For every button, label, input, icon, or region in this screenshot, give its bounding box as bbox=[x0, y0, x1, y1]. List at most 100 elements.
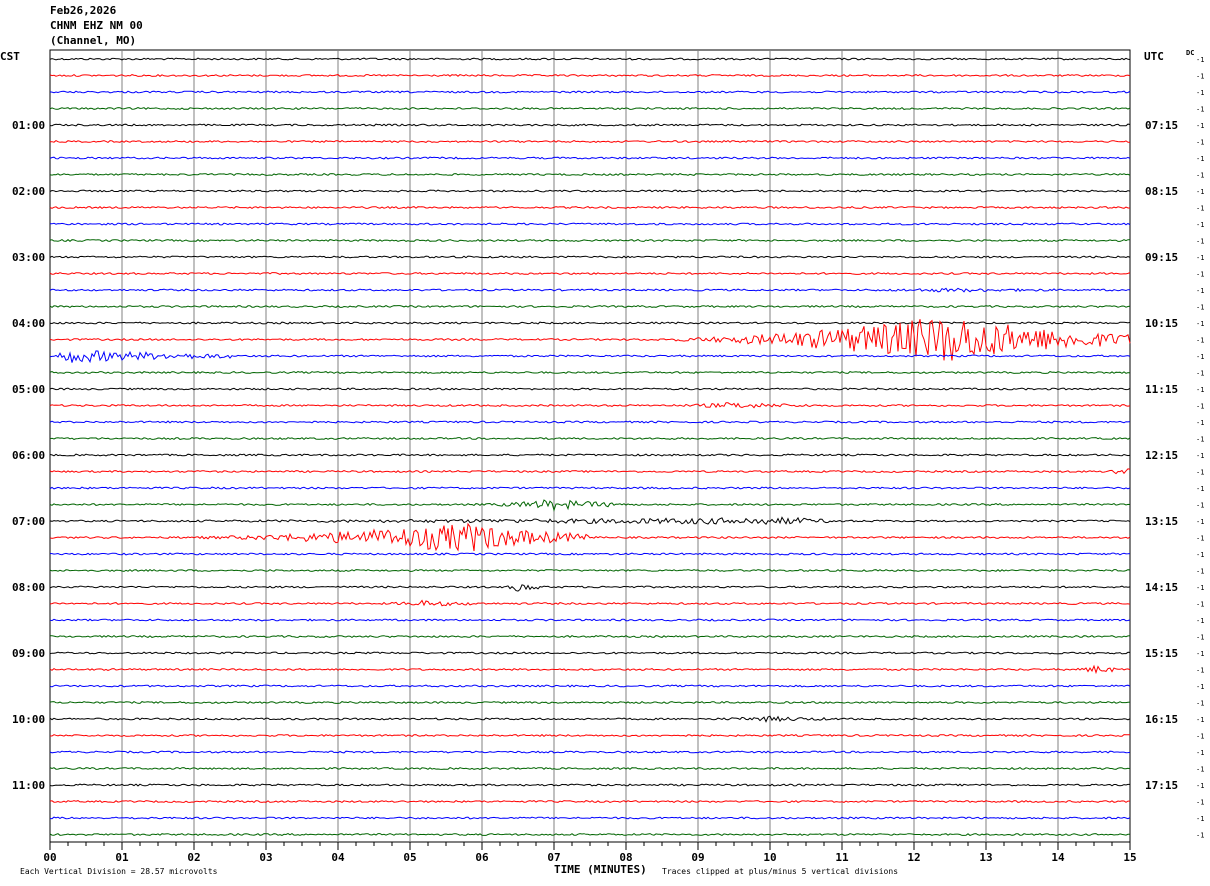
x-tick-label-02: 02 bbox=[187, 851, 200, 864]
right-time-label-12:15: 12:15 bbox=[1145, 449, 1178, 462]
right-time-label-17:15: 17:15 bbox=[1145, 779, 1178, 792]
trace-35 bbox=[49, 634, 1131, 638]
trace-scale-label-33: -1 bbox=[1196, 601, 1204, 609]
trace-scale-label-29: -1 bbox=[1196, 535, 1204, 543]
dc-label: DC bbox=[1186, 49, 1195, 57]
trace-scale-label-5: -1 bbox=[1196, 139, 1204, 147]
trace-26 bbox=[49, 486, 1131, 490]
trace-36 bbox=[49, 651, 1131, 655]
trace-20 bbox=[49, 387, 1131, 391]
trace-16 bbox=[49, 321, 1131, 325]
plot-frame bbox=[49, 49, 1131, 843]
trace-scale-label-27: -1 bbox=[1196, 502, 1204, 510]
trace-scale-label-30: -1 bbox=[1196, 551, 1204, 559]
trace-40 bbox=[49, 715, 1131, 723]
right-time-label-16:15: 16:15 bbox=[1145, 713, 1178, 726]
x-tick-label-10: 10 bbox=[763, 851, 776, 864]
trace-27 bbox=[49, 499, 1131, 512]
x-tick-label-11: 11 bbox=[835, 851, 849, 864]
trace-10 bbox=[49, 222, 1131, 226]
trace-47 bbox=[49, 832, 1131, 836]
trace-42 bbox=[49, 750, 1131, 754]
trace-scale-label-38: -1 bbox=[1196, 683, 1204, 691]
left-time-label-01:00: 01:00 bbox=[12, 119, 45, 132]
x-tick-label-09: 09 bbox=[691, 851, 704, 864]
trace-29 bbox=[49, 522, 1131, 552]
trace-scale-label-16: -1 bbox=[1196, 320, 1204, 328]
trace-41 bbox=[49, 733, 1130, 738]
right-time-label-10:15: 10:15 bbox=[1145, 317, 1178, 330]
left-time-label-02:00: 02:00 bbox=[12, 185, 45, 198]
trace-scale-label-18: -1 bbox=[1196, 353, 1204, 361]
trace-scale-label-8: -1 bbox=[1196, 188, 1204, 196]
trace-14 bbox=[49, 287, 1131, 293]
trace-2 bbox=[49, 90, 1131, 94]
trace-scale-label-3: -1 bbox=[1196, 106, 1204, 114]
trace-scale-label-7: -1 bbox=[1196, 172, 1204, 180]
trace-37 bbox=[49, 664, 1131, 675]
x-tick-label-01: 01 bbox=[115, 851, 129, 864]
trace-38 bbox=[49, 684, 1131, 688]
trace-scale-label-43: -1 bbox=[1196, 766, 1204, 774]
trace-scale-label-46: -1 bbox=[1196, 815, 1204, 823]
left-time-label-11:00: 11:00 bbox=[12, 779, 45, 792]
x-axis-title: TIME (MINUTES) bbox=[554, 863, 647, 876]
x-tick-label-12: 12 bbox=[907, 851, 920, 864]
trace-scale-label-23: -1 bbox=[1196, 436, 1204, 444]
trace-24 bbox=[49, 453, 1131, 457]
trace-44 bbox=[49, 783, 1130, 787]
left-time-label-03:00: 03:00 bbox=[12, 251, 45, 264]
trace-scale-label-15: -1 bbox=[1196, 304, 1204, 312]
trace-scale-label-12: -1 bbox=[1196, 254, 1204, 262]
trace-scale-label-1: -1 bbox=[1196, 73, 1204, 81]
trace-23 bbox=[49, 436, 1131, 441]
scale-note: Each Vertical Division = 28.57 microvolt… bbox=[20, 867, 218, 876]
right-time-label-09:15: 09:15 bbox=[1145, 251, 1178, 264]
trace-scale-label-37: -1 bbox=[1196, 667, 1204, 675]
trace-28 bbox=[49, 516, 1131, 525]
trace-11 bbox=[49, 238, 1131, 243]
right-time-label-14:15: 14:15 bbox=[1145, 581, 1178, 594]
trace-scale-label-9: -1 bbox=[1196, 205, 1204, 213]
trace-scale-label-4: -1 bbox=[1196, 122, 1204, 130]
x-tick-label-08: 08 bbox=[619, 851, 632, 864]
trace-scale-label-13: -1 bbox=[1196, 271, 1204, 279]
trace-scale-label-32: -1 bbox=[1196, 584, 1204, 592]
trace-4 bbox=[49, 123, 1131, 127]
trace-0 bbox=[49, 57, 1131, 61]
trace-6 bbox=[49, 156, 1131, 160]
trace-scale-label-20: -1 bbox=[1196, 386, 1204, 394]
trace-30 bbox=[49, 552, 1131, 556]
trace-31 bbox=[49, 568, 1131, 573]
trace-1 bbox=[49, 73, 1131, 78]
trace-scale-label-22: -1 bbox=[1196, 419, 1204, 427]
trace-scale-label-17: -1 bbox=[1196, 337, 1204, 345]
x-tick-label-07: 07 bbox=[547, 851, 560, 864]
trace-46 bbox=[49, 816, 1131, 820]
trace-34 bbox=[49, 618, 1131, 622]
trace-21 bbox=[49, 402, 1131, 409]
right-time-label-07:15: 07:15 bbox=[1145, 119, 1178, 132]
trace-43 bbox=[49, 766, 1131, 771]
trace-scale-label-39: -1 bbox=[1196, 700, 1204, 708]
left-time-label-05:00: 05:00 bbox=[12, 383, 45, 396]
right-timezone-label: UTC bbox=[1144, 50, 1164, 63]
trace-scale-label-31: -1 bbox=[1196, 568, 1204, 576]
trace-scale-label-25: -1 bbox=[1196, 469, 1204, 477]
right-time-label-15:15: 15:15 bbox=[1145, 647, 1178, 660]
trace-scale-label-10: -1 bbox=[1196, 221, 1204, 229]
trace-39 bbox=[49, 700, 1131, 705]
x-tick-label-04: 04 bbox=[331, 851, 345, 864]
x-tick-label-05: 05 bbox=[403, 851, 416, 864]
trace-scale-label-14: -1 bbox=[1196, 287, 1204, 295]
x-tick-label-14: 14 bbox=[1051, 851, 1065, 864]
trace-32 bbox=[49, 584, 1131, 592]
trace-19 bbox=[49, 370, 1131, 375]
trace-22 bbox=[49, 420, 1131, 424]
trace-scale-label-44: -1 bbox=[1196, 782, 1204, 790]
clip-note: Traces clipped at plus/minus 5 vertical … bbox=[662, 867, 899, 876]
right-time-label-13:15: 13:15 bbox=[1145, 515, 1178, 528]
trace-scale-label-35: -1 bbox=[1196, 634, 1204, 642]
trace-scale-label-21: -1 bbox=[1196, 403, 1204, 411]
x-tick-label-00: 00 bbox=[43, 851, 56, 864]
